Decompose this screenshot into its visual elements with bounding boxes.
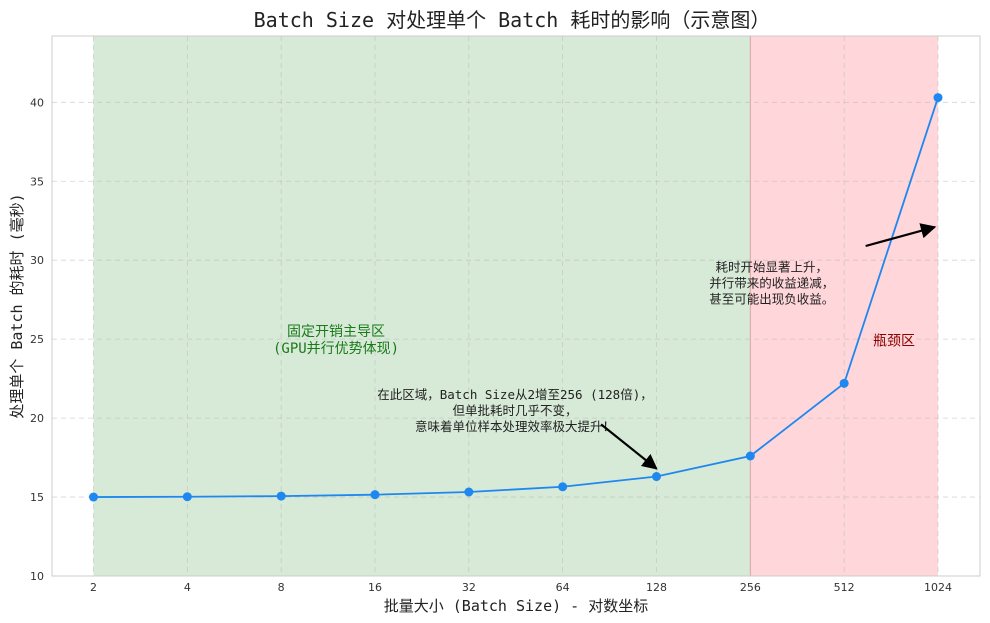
x-tick-label: 128 <box>646 581 667 594</box>
x-tick-label: 4 <box>184 581 191 594</box>
y-tick-label: 25 <box>30 333 44 346</box>
region-label-fixed-overhead: 固定开销主导区 <box>287 324 385 340</box>
y-tick-label: 30 <box>30 254 44 267</box>
x-tick-label: 16 <box>368 581 382 594</box>
data-point <box>276 491 286 501</box>
annotation-text: 耗时开始显著上升， <box>716 259 829 274</box>
annotation-text: 在此区域，Batch Size从2增至256 (128倍)， <box>377 387 653 402</box>
data-point <box>652 472 661 482</box>
x-tick-label: 512 <box>834 581 855 594</box>
series-layer <box>89 93 943 502</box>
annotation-arrow <box>600 423 658 470</box>
data-point <box>745 451 755 461</box>
region-label-bottleneck: 瓶颈区 <box>873 333 915 349</box>
annotation-arrow <box>865 223 937 248</box>
y-tick-label: 10 <box>30 570 44 583</box>
x-axis-label: 批量大小 (Batch Size) - 对数坐标 <box>384 597 649 615</box>
data-point <box>370 490 380 500</box>
x-tick-label: 64 <box>556 581 570 594</box>
chart-title: Batch Size 对处理单个 Batch 耗时的影响（示意图） <box>254 8 771 32</box>
data-point <box>464 487 474 497</box>
x-tick-label: 8 <box>278 581 285 594</box>
data-point <box>182 492 192 502</box>
x-tick-label: 256 <box>740 581 761 594</box>
data-point <box>933 93 943 103</box>
y-axis-label: 处理单个 Batch 的耗时 (毫秒) <box>8 193 26 418</box>
x-tick-label: 2 <box>90 581 97 594</box>
y-tick-label: 40 <box>30 96 44 109</box>
series-line <box>93 97 939 498</box>
plot-frame <box>51 35 981 577</box>
region-fixed-overhead <box>93 36 751 576</box>
y-tick-label: 20 <box>30 412 44 425</box>
data-point <box>558 482 568 492</box>
y-tick-label: 35 <box>30 175 44 188</box>
x-tick-labels: 2 4 8 16 32 64 128 256 512 1024 <box>90 581 952 594</box>
y-tick-labels: 10 15 20 25 30 35 40 <box>30 96 44 583</box>
x-tick-label: 1024 <box>924 581 952 594</box>
annotation-text: 意味着单位样本处理效率极大提升！ <box>415 419 615 434</box>
annotation-text: 并行带来的收益递减， <box>709 275 834 290</box>
data-point <box>89 492 98 502</box>
data-point <box>839 378 849 388</box>
x-tick-label: 32 <box>462 581 476 594</box>
annotation-text: 但单批耗时几乎不变， <box>452 403 577 418</box>
region-label-fixed-overhead: (GPU并行优势体现) <box>273 341 399 357</box>
y-tick-label: 15 <box>30 491 44 504</box>
annotation-text: 甚至可能出现负收益。 <box>709 291 834 306</box>
